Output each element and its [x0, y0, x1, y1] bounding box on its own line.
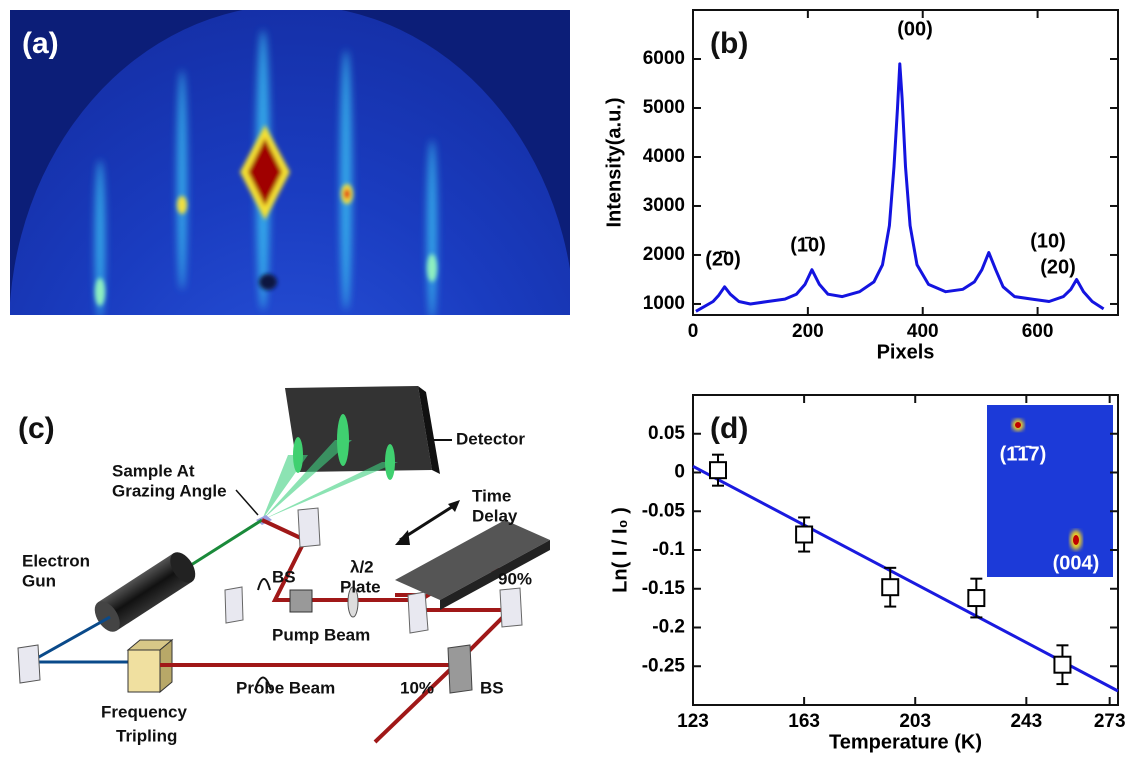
panel-label: (c)	[18, 412, 55, 445]
y-tick-label: 0	[674, 462, 685, 483]
diagram-labels: Sample At Grazing Angle Detector Time De…	[22, 429, 532, 745]
x-tick-label: 600	[1022, 321, 1054, 342]
x-tick-label: 273	[1094, 711, 1126, 732]
y-tick-label: 6000	[643, 48, 685, 69]
panel-label: (a)	[22, 27, 59, 60]
diagram-label: 10%	[400, 678, 434, 697]
diagram-label: λ/2	[350, 557, 374, 576]
panel-label: (d)	[710, 412, 748, 445]
x-tick-label: 243	[1010, 711, 1042, 732]
rheed-image	[10, 10, 570, 315]
inset-image	[987, 405, 1113, 577]
y-tick-label: -0.15	[642, 578, 686, 599]
data-point	[1053, 655, 1072, 674]
diagram-label: Delay	[472, 506, 518, 525]
diagram-label: Pump Beam	[272, 625, 370, 644]
x-tick-label: 203	[899, 711, 931, 732]
data-point	[967, 589, 986, 608]
x-tick-label: 123	[677, 711, 709, 732]
diagram-label: Grazing Angle	[112, 481, 227, 500]
diagram-label: Gun	[22, 571, 56, 590]
data-point	[795, 525, 814, 544]
y-axis-label: Ln( I / I₀ )	[609, 507, 631, 593]
y-tick-label: -0.25	[642, 655, 686, 676]
diagram-label: Tripling	[116, 726, 177, 745]
y-tick-label: -0.1	[652, 539, 685, 560]
spectrum-line	[695, 62, 1105, 313]
peak-label: (20)	[1040, 256, 1076, 278]
x-tick-label: 200	[792, 321, 824, 342]
y-tick-label: 1000	[643, 293, 685, 314]
diagram-label: BS	[480, 678, 504, 697]
y-tick-label: -0.2	[652, 617, 685, 638]
y-tick-label: 2000	[643, 244, 685, 265]
diagram-label: Sample At	[112, 461, 195, 480]
peak-label: (1̄0)	[790, 234, 826, 256]
y-tick-label: 4000	[643, 146, 685, 167]
y-tick-label: 3000	[643, 195, 685, 216]
diagram-label: BS	[272, 567, 296, 586]
diagram-label: Detector	[456, 429, 525, 448]
y-axis-label: Intensity(a.u.)	[603, 97, 625, 227]
x-axis-label: Pixels	[877, 341, 935, 363]
fit-line	[692, 464, 1119, 693]
diagram-label: Frequency	[101, 702, 188, 721]
panel-label: (b)	[710, 27, 748, 60]
peak-label: (10)	[1030, 230, 1066, 252]
inset-label: (004)	[1053, 552, 1100, 574]
data-point	[881, 578, 900, 597]
x-tick-label: 163	[788, 711, 820, 732]
inset-label: (1̄1̄7)	[1000, 443, 1047, 465]
diagram-label: Plate	[340, 577, 381, 596]
y-tick-label: 0.05	[648, 423, 685, 444]
data-point	[709, 461, 727, 480]
diagram-label: 90%	[498, 569, 532, 588]
peak-label: (2̄0)	[705, 248, 741, 270]
diagram-label: Probe Beam	[236, 678, 335, 697]
y-tick-label: 5000	[643, 97, 685, 118]
y-tick-label: -0.05	[642, 500, 686, 521]
setup-diagram	[17, 386, 550, 744]
x-tick-label: 0	[688, 321, 699, 342]
diagram-label: Time	[472, 486, 511, 505]
plot-frame	[692, 9, 1119, 316]
x-axis-label: Temperature (K)	[829, 731, 982, 753]
diagram-label: Electron	[22, 551, 90, 570]
peak-label: (00)	[897, 18, 933, 40]
x-tick-label: 400	[907, 321, 939, 342]
